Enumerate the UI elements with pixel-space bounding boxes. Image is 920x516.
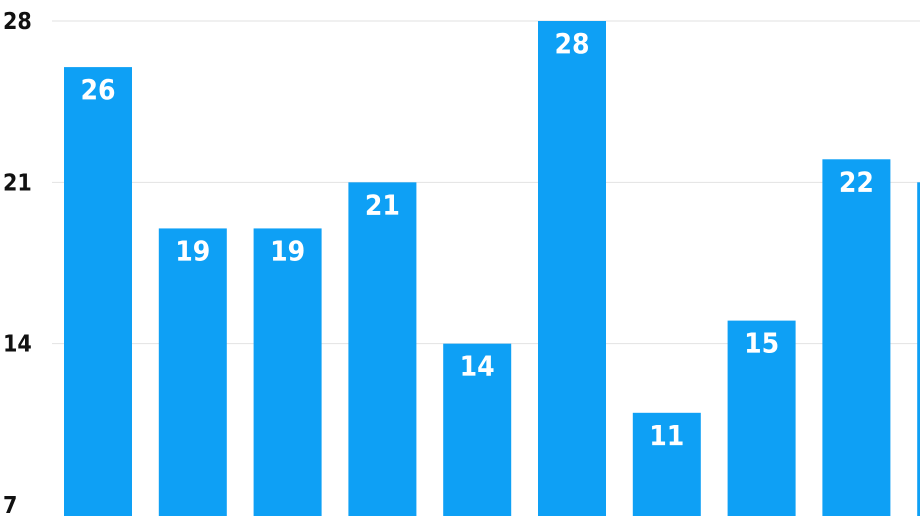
bar-value-label: 19	[175, 234, 210, 267]
bar	[348, 182, 417, 516]
y-axis-tick-labels: 7 14 21 28	[3, 9, 32, 516]
bar	[822, 159, 891, 516]
bar	[538, 21, 606, 516]
bar-value-label: 28	[554, 27, 589, 60]
bar-value-label: 11	[649, 419, 684, 452]
y-tick-label: 7	[3, 493, 17, 516]
bar-value-labels: 26 19 19 21 14 28 11 15 22	[80, 27, 873, 452]
bar	[64, 67, 132, 516]
bars	[64, 21, 920, 516]
bar	[253, 228, 322, 516]
bar-value-label: 15	[744, 327, 779, 360]
bar-value-label: 19	[270, 234, 305, 267]
bar-value-label: 14	[460, 350, 495, 383]
bar	[632, 412, 701, 516]
y-tick-label: 21	[3, 170, 32, 196]
bar-value-label: 21	[365, 188, 400, 221]
y-tick-label: 28	[3, 9, 32, 35]
bar	[917, 182, 920, 516]
bar-value-label: 26	[80, 73, 115, 106]
bar	[158, 228, 227, 516]
bar	[727, 320, 796, 516]
bar	[443, 343, 512, 516]
bar-value-label: 22	[839, 165, 874, 198]
y-tick-label: 14	[3, 332, 32, 358]
